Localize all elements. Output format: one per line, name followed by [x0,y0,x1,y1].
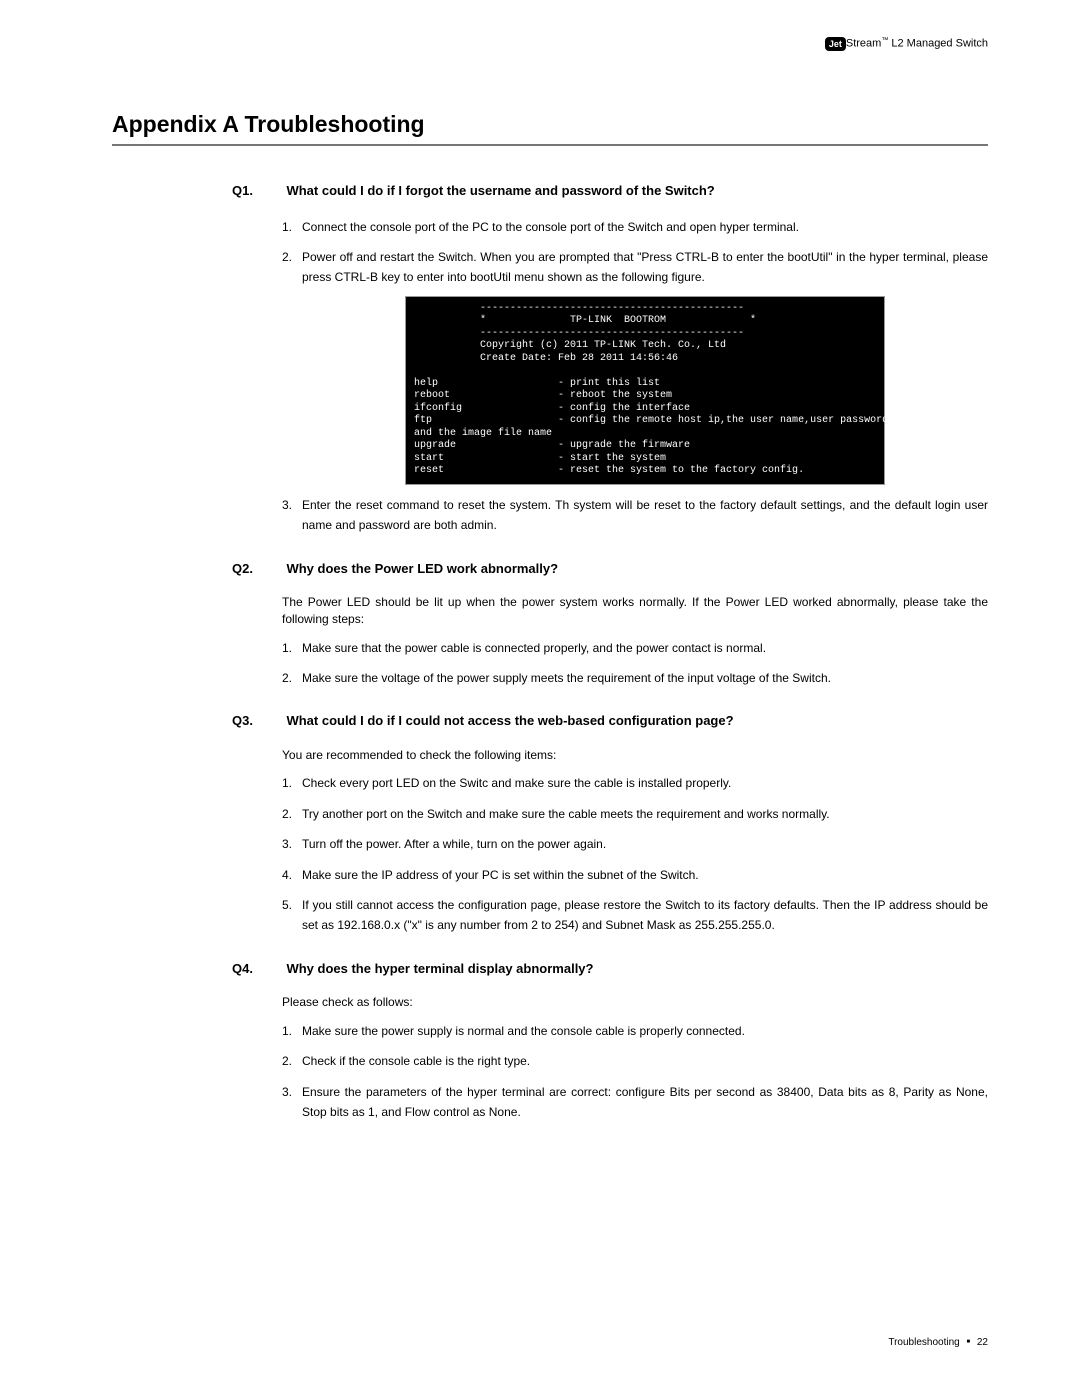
list-item: 2. Make sure the voltage of the power sup… [282,668,988,688]
list-item: 2. Check if the console cable is the righ… [282,1051,988,1071]
list-text: Turn off the power. After a while, turn … [302,837,606,851]
list-item: 2. Power off and restart the Switch. When… [282,247,988,485]
list-marker: 1. [282,773,292,793]
q2-title: Why does the Power LED work abnormally? [286,560,982,578]
list-marker: 3. [282,834,292,854]
list-marker: 2. [282,668,292,688]
q2-list: 1. Make sure that the power cable is conn… [282,638,988,689]
q4-title: Why does the hyper terminal display abno… [286,960,982,978]
list-item: 5. If you still cannot access the configu… [282,895,988,936]
list-text: If you still cannot access the configura… [302,898,988,932]
page-title: Appendix A Troubleshooting [112,108,988,140]
list-text: Make sure the voltage of the power suppl… [302,671,831,685]
list-text: Make sure the IP address of your PC is s… [302,868,699,882]
list-marker: 1. [282,1021,292,1041]
list-text: Power off and restart the Switch. When y… [302,250,988,284]
footer-page: 22 [977,1337,988,1348]
brand-badge: Jet [825,37,846,52]
q3-body: You are recommended to check the followi… [232,747,988,936]
list-marker: 3. [282,1082,292,1102]
list-item: 1. Check every port LED on the Switc and … [282,773,988,793]
product-name: L2 Managed Switch [888,38,988,50]
q2-body: The Power LED should be lit up when the … [232,594,988,688]
content-area: Q1. What could I do if I forgot the user… [112,182,988,1122]
list-marker: 1. [282,217,292,237]
list-item: 1. Connect the console port of the PC to … [282,217,988,237]
list-item: 1. Make sure the power supply is normal a… [282,1021,988,1041]
terminal-screenshot: ----------------------------------------… [405,296,885,485]
q3-intro: You are recommended to check the followi… [282,747,988,764]
list-item: 1. Make sure that the power cable is conn… [282,638,988,658]
q4-intro: Please check as follows: [282,994,988,1011]
page-footer: Troubleshooting ■ 22 [888,1336,988,1350]
list-text: Make sure that the power cable is connec… [302,641,766,655]
title-divider [112,144,988,146]
q3-list: 1. Check every port LED on the Switc and … [282,773,988,935]
footer-section: Troubleshooting [888,1337,959,1348]
list-marker: 1. [282,638,292,658]
list-item: 3. Enter the reset command to reset the s… [282,495,988,536]
list-text: Try another port on the Switch and make … [302,807,830,821]
brand-rest: Stream [846,38,881,50]
list-item: 3. Ensure the parameters of the hyper ter… [282,1082,988,1123]
q3-number: Q3. [232,712,282,730]
list-item: 3. Turn off the power. After a while, tur… [282,834,988,854]
list-text: Make sure the power supply is normal and… [302,1024,745,1038]
q3-row: Q3. What could I do if I could not acces… [232,712,988,734]
list-text: Check if the console cable is the right … [302,1054,530,1068]
q1-title: What could I do if I forgot the username… [286,182,982,200]
list-item: 4. Make sure the IP address of your PC is… [282,865,988,885]
list-marker: 2. [282,804,292,824]
q4-body: Please check as follows: 1. Make sure the… [232,994,988,1122]
list-text: Connect the console port of the PC to th… [302,220,799,234]
q4-row: Q4. Why does the hyper terminal display … [232,960,988,982]
list-item: 2. Try another port on the Switch and mak… [282,804,988,824]
q2-number: Q2. [232,560,282,578]
page-header: JetStream™ L2 Managed Switch [825,36,988,52]
q4-number: Q4. [232,960,282,978]
q4-list: 1. Make sure the power supply is normal a… [282,1021,988,1123]
q1-number: Q1. [232,182,282,200]
list-text: Ensure the parameters of the hyper termi… [302,1085,988,1119]
list-marker: 2. [282,247,292,267]
q2-intro: The Power LED should be lit up when the … [282,594,988,628]
q2-row: Q2. Why does the Power LED work abnormal… [232,560,988,582]
q1-row: Q1. What could I do if I forgot the user… [232,182,988,204]
list-marker: 5. [282,895,292,915]
list-marker: 3. [282,495,292,515]
list-marker: 2. [282,1051,292,1071]
footer-separator-icon: ■ [962,1339,974,1345]
q1-body: 1. Connect the console port of the PC to … [232,217,988,536]
q1-list: 1. Connect the console port of the PC to … [282,217,988,536]
list-text: Check every port LED on the Switc and ma… [302,776,731,790]
list-marker: 4. [282,865,292,885]
list-text: Enter the reset command to reset the sys… [302,498,988,532]
q3-title: What could I do if I could not access th… [286,712,982,730]
